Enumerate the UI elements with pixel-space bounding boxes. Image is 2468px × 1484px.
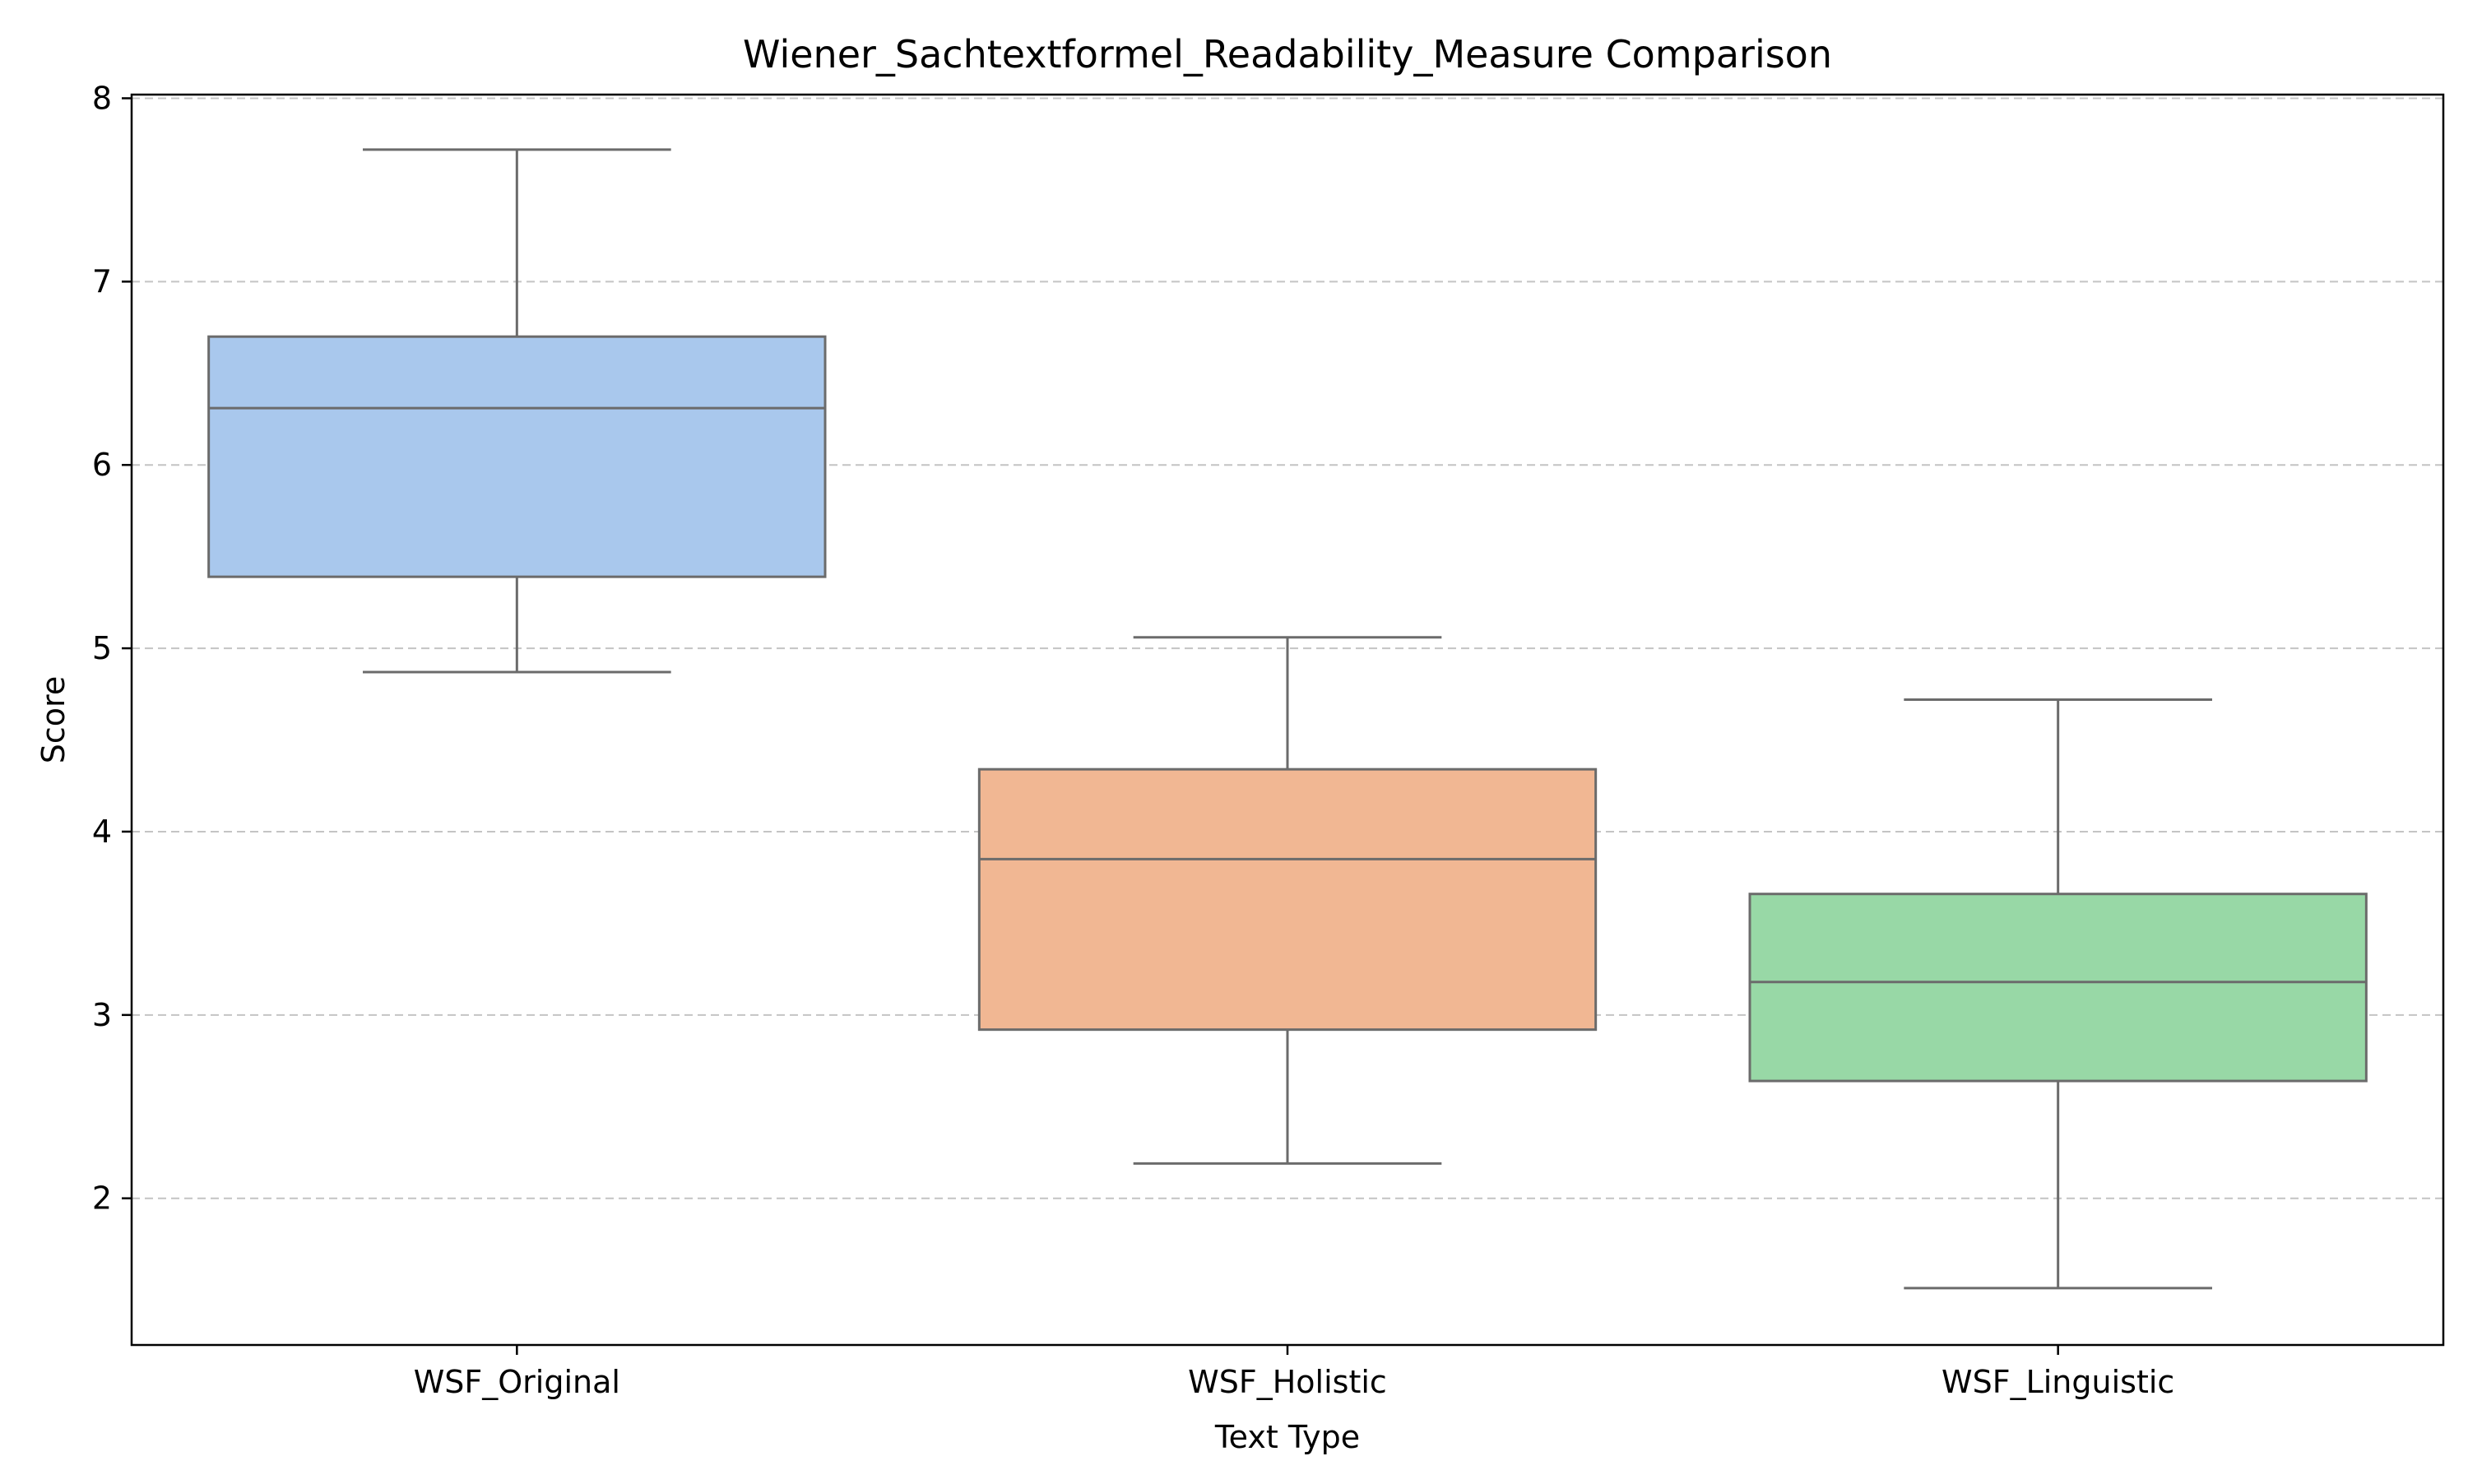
y-tick-label: 8 <box>92 80 112 116</box>
box-WSF_Linguistic <box>1748 698 2368 1290</box>
y-tick-label: 3 <box>92 997 112 1033</box>
x-axis-label: Text Type <box>1214 1419 1360 1455</box>
y-tick-label: 7 <box>92 263 112 299</box>
y-tick-label: 4 <box>92 814 112 850</box>
boxes <box>207 148 2368 1290</box>
chart-title: Wiener_Sachtextformel_Readability_Measur… <box>743 32 1832 77</box>
iqr-box <box>977 768 1598 1032</box>
axis-ticks: 2 3 4 5 6 7 8 WSF_Original WSF_Holistic WSF_Lingu… <box>92 80 2174 1400</box>
y-tick-label: 5 <box>92 630 112 666</box>
y-tick-label: 6 <box>92 447 112 483</box>
x-tick-label: WSF_Original <box>414 1364 620 1400</box>
x-tick-label: WSF_Holistic <box>1188 1364 1387 1400</box>
y-tick-label: 2 <box>92 1180 112 1217</box>
iqr-box <box>1748 893 2368 1083</box>
iqr-box <box>207 335 827 578</box>
y-axis-label: Score <box>35 676 72 763</box>
box-WSF_Holistic <box>977 636 1598 1165</box>
x-tick-label: WSF_Linguistic <box>1941 1364 2174 1400</box>
box-WSF_Original <box>207 148 827 674</box>
